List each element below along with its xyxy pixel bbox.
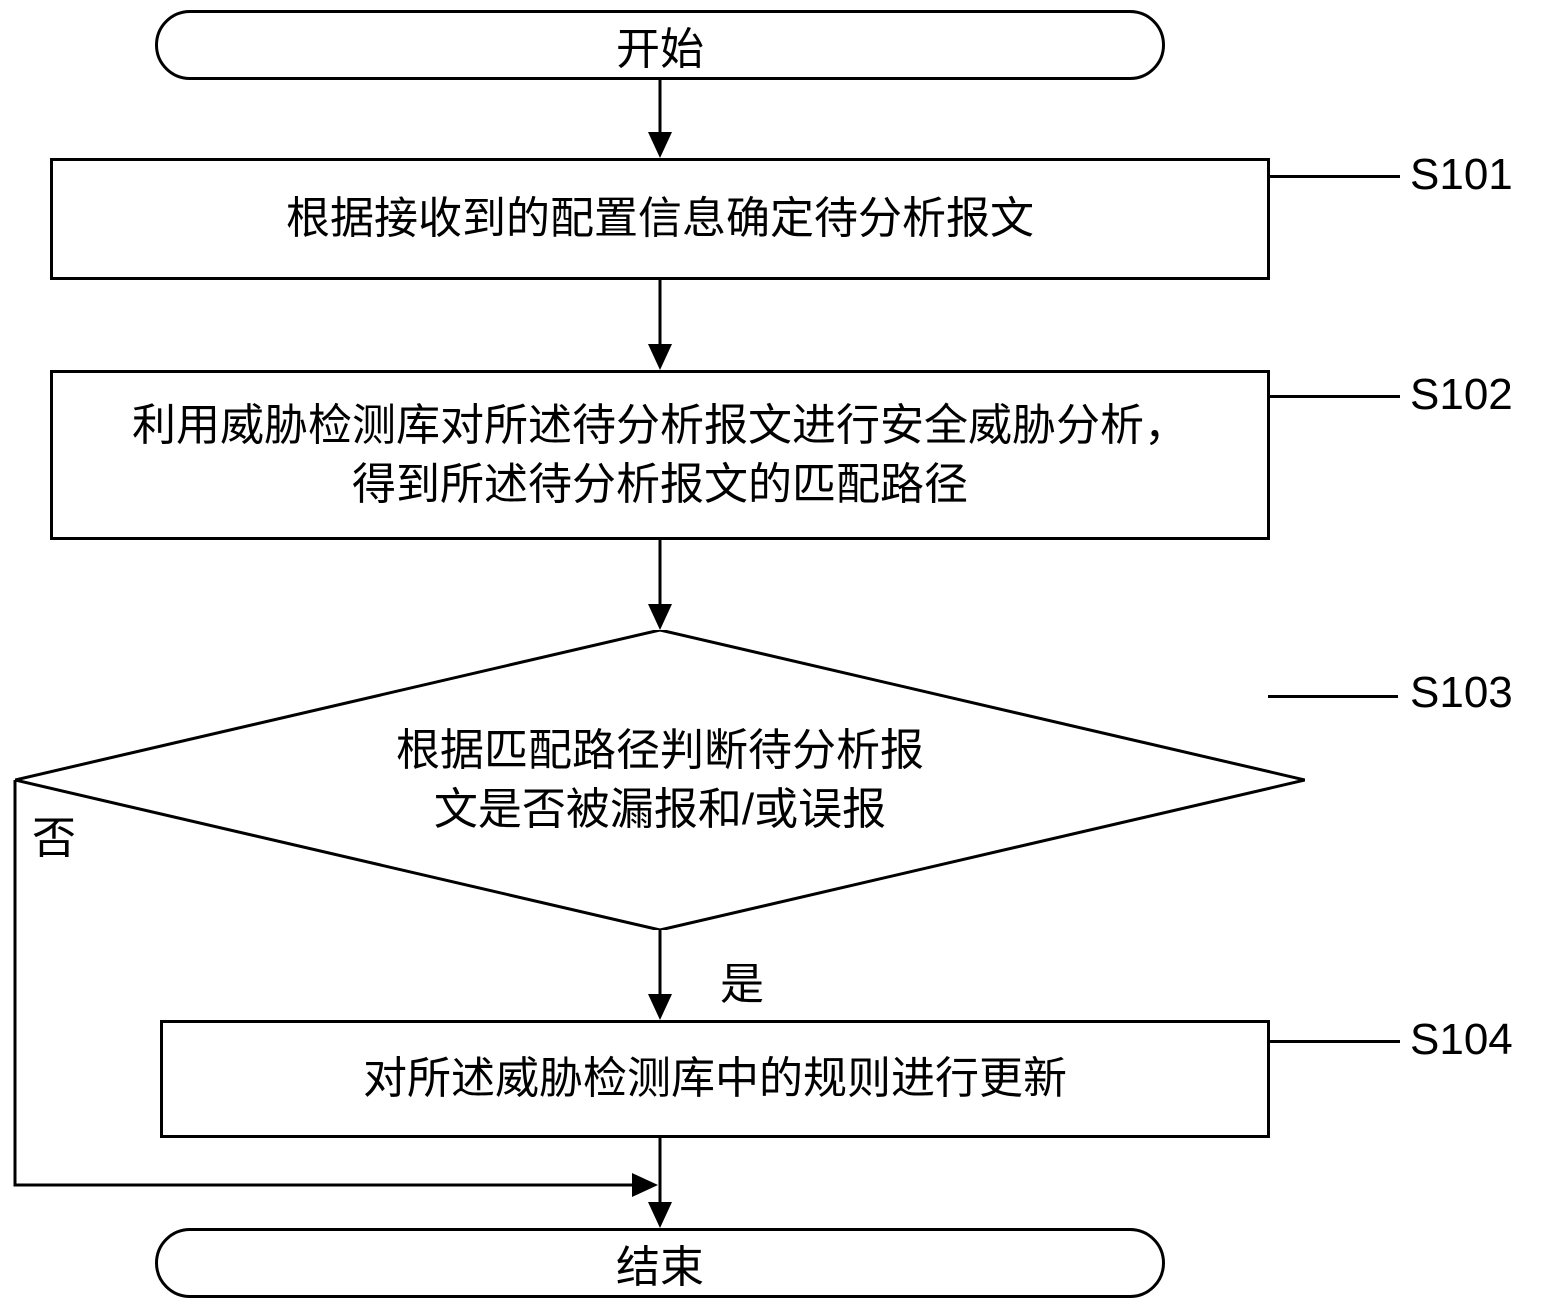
decision-s103: 根据匹配路径判断待分析报 文是否被漏报和/或误报 [15, 630, 1305, 930]
edge-label-yes: 是 [720, 948, 764, 1012]
label-s102: S102 [1410, 370, 1513, 420]
label-s101: S101 [1410, 150, 1513, 200]
process-s101: 根据接收到的配置信息确定待分析报文 [50, 158, 1270, 280]
flowchart-canvas: 开始 根据接收到的配置信息确定待分析报文 S101 利用威胁检测库对所述待分析报… [0, 0, 1546, 1311]
leader-s102 [1270, 395, 1400, 398]
process-s104-text: 对所述威胁检测库中的规则进行更新 [363, 1049, 1067, 1108]
process-s101-text: 根据接收到的配置信息确定待分析报文 [286, 189, 1034, 248]
label-s103: S103 [1410, 668, 1513, 718]
process-s102-text: 利用威胁检测库对所述待分析报文进行安全威胁分析， 得到所述待分析报文的匹配路径 [132, 396, 1188, 515]
start-terminator: 开始 [155, 10, 1165, 80]
leader-s103 [1268, 695, 1398, 698]
process-s104: 对所述威胁检测库中的规则进行更新 [160, 1020, 1270, 1138]
leader-s101 [1270, 175, 1400, 178]
end-terminator: 结束 [155, 1228, 1165, 1298]
end-label: 结束 [616, 1231, 704, 1295]
label-s104: S104 [1410, 1015, 1513, 1065]
process-s102: 利用威胁检测库对所述待分析报文进行安全威胁分析， 得到所述待分析报文的匹配路径 [50, 370, 1270, 540]
leader-s104 [1270, 1040, 1400, 1043]
start-label: 开始 [616, 13, 704, 77]
decision-s103-text: 根据匹配路径判断待分析报 文是否被漏报和/或误报 [396, 721, 924, 840]
edge-label-no: 否 [32, 802, 76, 866]
